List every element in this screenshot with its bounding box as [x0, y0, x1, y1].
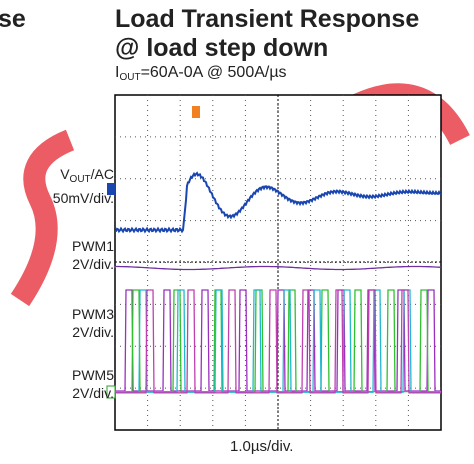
ch-rest: /AC	[91, 166, 114, 182]
title-line2: @ load step down	[115, 34, 328, 63]
channel-label: PWM1 2V/div.	[72, 237, 114, 273]
channel-name: PWM1	[72, 238, 114, 254]
channel-scale: 2V/div.	[72, 385, 114, 401]
cut-text: se	[0, 5, 26, 34]
page: se Load Transient Response @ load step d…	[0, 0, 474, 464]
trigger-marker	[192, 106, 200, 118]
channel-scale: 2V/div.	[72, 324, 114, 340]
channel-name: PWM5	[72, 367, 114, 383]
channel-scale: 50mV/div.	[53, 190, 114, 206]
ch-prefix: V	[60, 166, 69, 182]
title: Load Transient Response	[115, 5, 419, 34]
channel-scale: 2V/div.	[72, 256, 114, 272]
subtitle-sub: OUT	[119, 72, 140, 83]
channel-name: PWM3	[72, 306, 114, 322]
time-scale: 1.0µs/div.	[230, 438, 293, 455]
channel-label: VOUT/AC 50mV/div.	[53, 165, 114, 207]
ch-sub: OUT	[70, 174, 91, 185]
subtitle: IOUT=60A-0A @ 500A/µs	[115, 64, 287, 83]
subtitle-rest: =60A-0A @ 500A/µs	[141, 64, 287, 81]
channel-label: PWM5 2V/div.	[72, 366, 114, 402]
channel-label: PWM3 2V/div.	[72, 305, 114, 341]
